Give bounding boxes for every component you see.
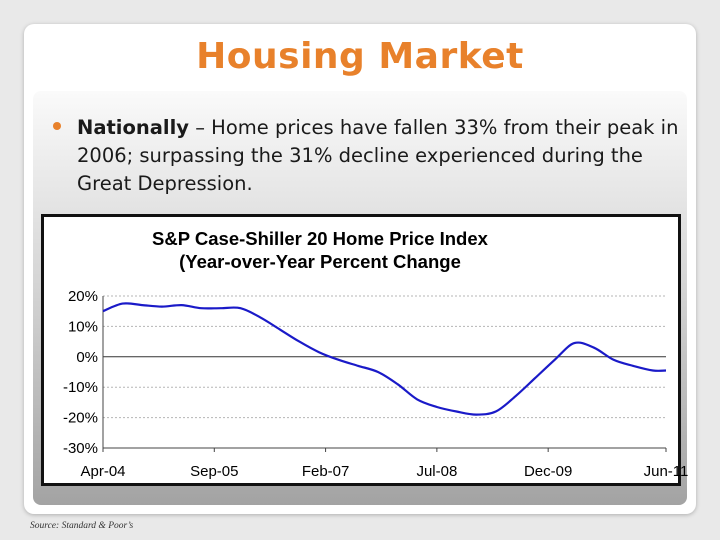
x-tick-label: Jul-08 [416, 463, 457, 480]
chart-title-line-1: S&P Case-Shiller 20 Home Price Index [152, 228, 488, 249]
y-tick-label: -10% [63, 379, 98, 396]
source-note: Source: Standard & Poor’s [30, 521, 134, 531]
series-line [102, 302, 667, 416]
x-tick-label: Feb-07 [302, 463, 350, 480]
bullet-body: – Home prices have fallen 33% from their… [77, 116, 679, 195]
bullet-dot-icon [53, 122, 61, 130]
x-tick-label: Sep-05 [190, 463, 238, 480]
bullet-text: Nationally – Home prices have fallen 33%… [77, 114, 686, 198]
y-tick-label: -20% [63, 410, 98, 427]
chart-frame [41, 214, 681, 486]
x-tick-label: Jun-11 [644, 463, 689, 480]
x-tick-label: Apr-04 [80, 463, 125, 480]
bullet-lead: Nationally [77, 116, 190, 139]
chart-title: S&P Case-Shiller 20 Home Price Index (Ye… [0, 227, 640, 273]
y-tick-label: 0% [76, 349, 98, 366]
y-tick-label: 20% [68, 288, 98, 305]
slide-title: Housing Market [196, 36, 524, 77]
y-tick-label: -30% [63, 440, 98, 457]
bullet-item: Nationally – Home prices have fallen 33%… [53, 114, 686, 198]
chart-title-line-2: (Year-over-Year Percent Change [179, 251, 461, 272]
y-tick-label: 10% [68, 318, 98, 335]
x-tick-label: Dec-09 [524, 463, 572, 480]
